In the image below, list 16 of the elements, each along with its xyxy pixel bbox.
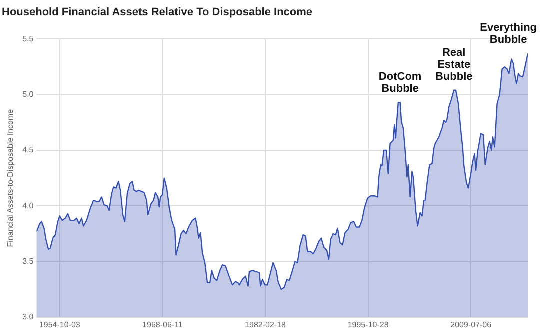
y-axis-title: Financial Assets-to-Disposable Income — [6, 108, 16, 248]
x-tick-label: 1995-10-28 — [348, 320, 390, 330]
y-tick-label: 4.5 — [22, 146, 34, 155]
chart-title: Household Financial Assets Relative To Disposable Income — [2, 6, 313, 19]
y-tick-label: 3.0 — [22, 312, 34, 322]
y-tick-label: 5.0 — [22, 90, 34, 100]
annotation: DotCom Bubble — [378, 71, 422, 96]
y-tick-label: 4.0 — [22, 201, 34, 210]
y-tick-label: 5.5 — [22, 34, 34, 44]
y-tick-label: 3.5 — [22, 256, 34, 266]
x-tick-label: 1982-02-18 — [245, 320, 287, 330]
x-tick-label: 2009-07-06 — [450, 320, 492, 330]
x-tick-label: 1954-10-03 — [39, 320, 81, 330]
x-tick-label: 1968-06-11 — [142, 320, 184, 330]
annotation: Real Estate Bubble — [435, 46, 473, 83]
annotation: Everything Bubble — [480, 22, 538, 46]
